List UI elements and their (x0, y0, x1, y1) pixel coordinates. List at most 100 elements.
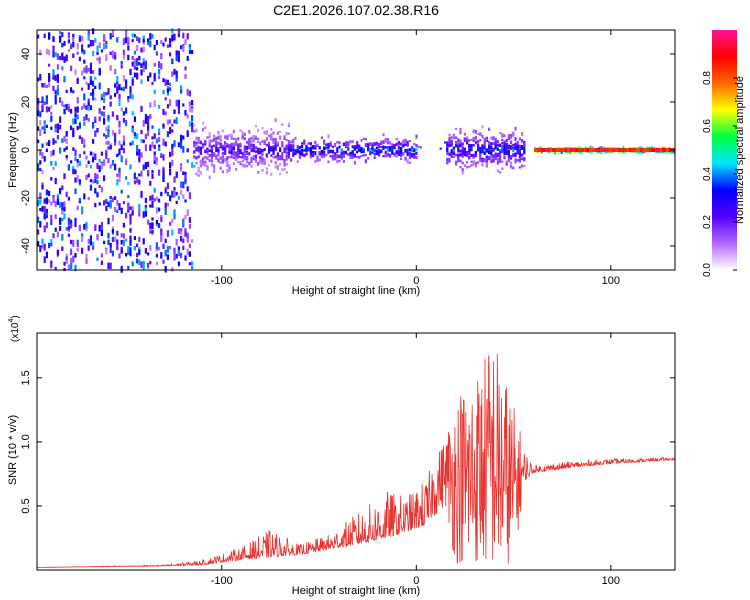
heatmap-cell (144, 248, 147, 254)
heatmap-cell (351, 155, 354, 159)
heatmap-cell (492, 147, 495, 152)
heatmap-cell (116, 83, 119, 90)
heatmap-cell (193, 144, 196, 148)
heatmap-cell (235, 155, 238, 159)
heatmap-cell (39, 150, 42, 156)
heatmap-cell (254, 124, 257, 128)
heatmap-cell (171, 149, 174, 157)
heatmap-cell (173, 109, 176, 114)
heatmap-cell (162, 259, 165, 264)
heatmap-cell (103, 106, 106, 110)
heatmap-cell (389, 147, 392, 152)
heatmap-cell (470, 164, 473, 167)
heatmap-cell (39, 49, 42, 56)
heatmap-cell (659, 148, 662, 152)
heatmap-cell (153, 89, 156, 95)
heatmap-cell (136, 58, 139, 63)
heatmap-cell (287, 152, 290, 156)
heatmap-cell (50, 242, 53, 247)
heatmap-cell (177, 51, 180, 58)
heatmap-cell (158, 169, 161, 176)
heatmap-cell (153, 100, 156, 108)
heatmap-cell (246, 159, 249, 164)
heatmap-cell (276, 131, 279, 135)
heatmap-cell (155, 261, 158, 266)
heatmap-cell (494, 140, 497, 145)
heatmap-cell (171, 229, 174, 236)
heatmap-cell (166, 182, 169, 190)
heatmap-cell (65, 259, 68, 264)
heatmap-cell (490, 136, 493, 140)
heatmap-cell (261, 149, 264, 153)
heatmap-cell (367, 157, 370, 160)
heatmap-cell (118, 99, 121, 107)
heatmap-cell (512, 143, 515, 147)
heatmap-cell (133, 58, 136, 66)
heatmap-cell (468, 143, 471, 148)
heatmap-cell (89, 184, 92, 191)
heatmap-cell (120, 239, 123, 245)
heatmap-cell (155, 51, 158, 56)
heatmap-cell (45, 48, 48, 55)
heatmap-cell (254, 137, 257, 140)
heatmap-cell (459, 129, 462, 133)
heatmap-cell (296, 160, 299, 163)
heatmap-cell (65, 155, 68, 159)
heatmap-cell (67, 233, 70, 237)
heatmap-cell (492, 155, 495, 158)
heatmap-cell (166, 104, 169, 109)
heatmap-cell (142, 38, 145, 43)
heatmap-cell (446, 158, 449, 162)
heatmap-cell (292, 154, 295, 157)
heatmap-cell (74, 169, 77, 175)
heatmap-cell (92, 28, 95, 35)
heatmap-cell (162, 168, 165, 173)
heatmap-cell (272, 140, 275, 144)
heatmap-cell (48, 63, 51, 67)
heatmap-cell (455, 153, 458, 157)
heatmap-cell (158, 130, 161, 136)
heatmap-cell (122, 200, 125, 205)
heatmap-cell (283, 158, 286, 163)
heatmap-cell (415, 134, 418, 139)
heatmap-cell (400, 146, 403, 151)
heatmap-cell (155, 196, 158, 201)
heatmap-cell (193, 164, 196, 168)
heatmap-cell (463, 152, 466, 157)
heatmap-cell (393, 152, 396, 157)
heatmap-cell (562, 148, 565, 152)
heatmap-cell (213, 169, 216, 173)
heatmap-cell (166, 44, 169, 48)
heatmap-cell (111, 129, 114, 136)
heatmap-cell (197, 146, 200, 151)
heatmap-cell (107, 114, 110, 120)
heatmap-cell (463, 149, 466, 153)
heatmap-cell (118, 253, 121, 259)
heatmap-cell (499, 159, 502, 164)
heatmap-cell (312, 150, 315, 154)
heatmap-cell (283, 149, 286, 153)
heatmap-cell (461, 161, 464, 165)
heatmap-cell (360, 147, 363, 150)
heatmap-cell (48, 106, 51, 112)
heatmap-cell (173, 190, 176, 198)
heatmap-cell (483, 149, 486, 152)
heatmap-cell (411, 153, 414, 157)
heatmap-cell (54, 75, 57, 82)
heatmap-cell (182, 219, 185, 227)
heatmap-cell (48, 76, 51, 82)
heatmap-cell (191, 239, 194, 243)
heatmap-cell (228, 144, 231, 147)
heatmap-cell (83, 67, 86, 73)
heatmap-cell (314, 151, 317, 154)
heatmap-cell (545, 148, 548, 152)
heatmap-cell (567, 148, 570, 152)
heatmap-cell (521, 146, 524, 150)
heatmap-cell (70, 45, 73, 50)
heatmap-cell (263, 158, 266, 163)
heatmap-cell (261, 152, 264, 157)
heatmap-cell (164, 208, 167, 215)
heatmap-cell (241, 164, 244, 168)
heatmap-cell (261, 168, 264, 172)
heatmap-cell (83, 151, 86, 155)
